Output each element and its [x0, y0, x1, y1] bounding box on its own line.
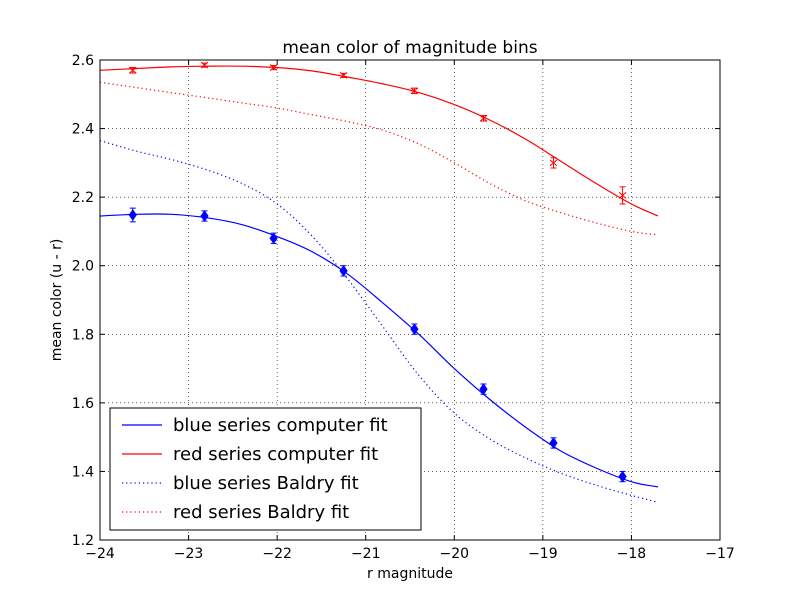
legend: blue series computer fit red series compu…: [109, 407, 422, 531]
data-point-1: [128, 66, 137, 74]
legend-label-3: red series Baldry fit: [173, 502, 349, 523]
data-point-0: [269, 232, 278, 245]
y-tick-label: 1.4: [72, 464, 94, 480]
x-tick-label: −21: [351, 546, 381, 562]
data-points: [128, 61, 627, 483]
series-line-3: [99, 81, 659, 236]
y-tick-label: 2.6: [72, 53, 94, 69]
series-line-0: [99, 213, 659, 488]
legend-box: [109, 407, 422, 531]
x-axis-label: r magnitude: [367, 566, 453, 582]
data-point-0: [479, 383, 488, 396]
y-tick-label: 2.2: [72, 190, 94, 206]
data-point-1: [618, 192, 627, 199]
x-tick-label: −23: [174, 546, 204, 562]
series-line-1: [99, 65, 659, 217]
legend-label-1: red series computer fit: [173, 444, 378, 465]
axis-ticks: −24 −23 −22 −21 −20 −19 −18 −17 1.2 1.4 1.6 1.8 2.0 2…: [72, 53, 735, 562]
data-point-1: [410, 87, 419, 95]
x-tick-label: −22: [262, 546, 292, 562]
data-point-0: [549, 437, 558, 449]
data-point-0: [410, 323, 419, 336]
x-tick-label: −20: [440, 546, 470, 562]
data-point-1: [549, 159, 558, 167]
data-point-1: [269, 64, 278, 71]
y-tick-label: 1.8: [72, 327, 94, 343]
legend-label-2: blue series Baldry fit: [173, 473, 359, 494]
y-tick-label: 2.0: [72, 259, 94, 275]
x-tick-label: −18: [617, 546, 647, 562]
data-point-0: [128, 209, 137, 221]
data-point-0: [339, 264, 348, 277]
chart-title: mean color of magnitude bins: [282, 38, 537, 58]
grid: [100, 60, 720, 540]
x-tick-label: −17: [705, 546, 735, 562]
y-axis-label: mean color (u - r): [49, 239, 65, 362]
plot-frame: [99, 59, 721, 541]
series-lines: [99, 65, 659, 503]
y-tick-label: 1.2: [72, 533, 94, 549]
legend-label-0: blue series computer fit: [173, 415, 388, 436]
data-point-0: [200, 210, 209, 222]
data-point-1: [200, 61, 209, 69]
x-tick-label: −19: [528, 546, 558, 562]
data-point-1: [479, 114, 488, 122]
y-tick-label: 2.4: [72, 122, 94, 138]
data-point-0: [618, 470, 627, 483]
x-tick-label: −24: [85, 546, 115, 562]
y-tick-label: 1.6: [72, 396, 94, 412]
data-point-1: [339, 72, 348, 79]
